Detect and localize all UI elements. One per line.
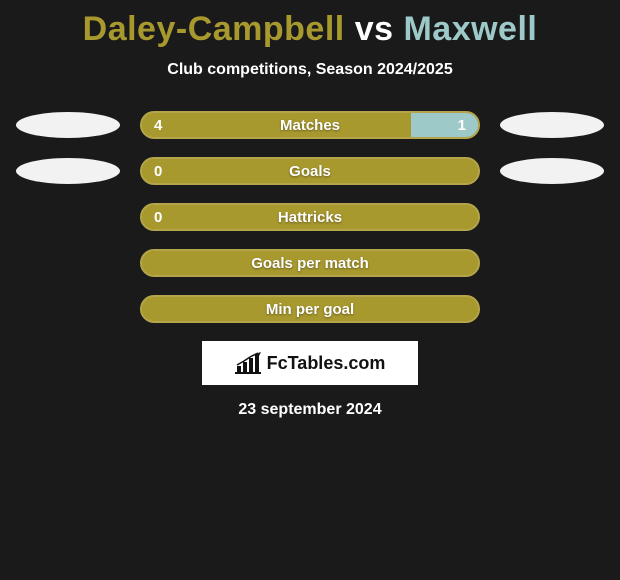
bar-label: Goals	[142, 159, 478, 183]
stat-bar: 0Goals	[140, 157, 480, 185]
stat-row: 0Hattricks	[0, 203, 620, 231]
logo-box[interactable]: FcTables.com	[202, 341, 418, 385]
bar-label: Min per goal	[142, 297, 478, 321]
stat-bar: Goals per match	[140, 249, 480, 277]
right-ellipse	[500, 158, 604, 184]
logo-text: FcTables.com	[267, 353, 386, 374]
stat-row: Goals per match	[0, 249, 620, 277]
right-ellipse	[500, 112, 604, 138]
page-title: Daley-Campbell vs Maxwell	[0, 0, 620, 49]
comparison-rows: 41Matches 0Goals 0Hattricks Goals per match…	[0, 111, 620, 323]
stat-bar: 41Matches	[140, 111, 480, 139]
player2-name: Maxwell	[403, 10, 537, 48]
player1-name: Daley-Campbell	[83, 10, 345, 48]
stat-row: 0Goals	[0, 157, 620, 185]
bar-label: Hattricks	[142, 205, 478, 229]
stat-row: 41Matches	[0, 111, 620, 139]
left-ellipse	[16, 158, 120, 184]
bar-label: Goals per match	[142, 251, 478, 275]
vs-text: vs	[355, 10, 394, 48]
stat-bar: Min per goal	[140, 295, 480, 323]
stat-bar: 0Hattricks	[140, 203, 480, 231]
subtitle: Club competitions, Season 2024/2025	[0, 61, 620, 79]
bar-label: Matches	[142, 113, 478, 137]
date-text: 23 september 2024	[0, 401, 620, 419]
left-ellipse	[16, 112, 120, 138]
stat-row: Min per goal	[0, 295, 620, 323]
bar-chart-icon	[235, 352, 261, 374]
